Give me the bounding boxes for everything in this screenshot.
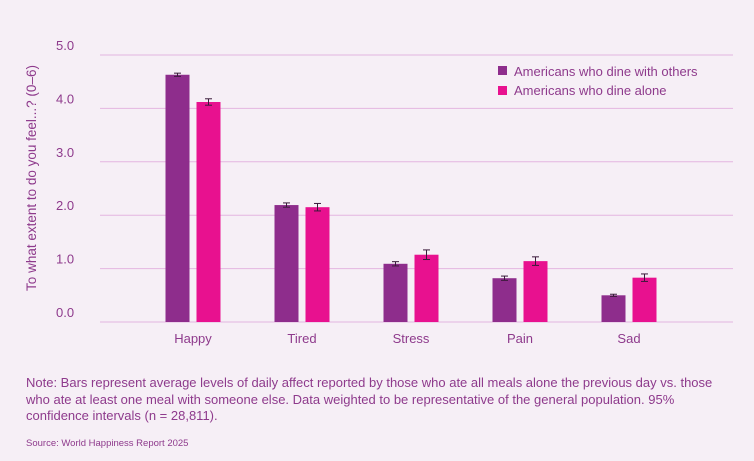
y-tick-label: 1.0 <box>56 252 74 267</box>
x-tick-label: Sad <box>617 331 640 346</box>
legend-label-with-others: Americans who dine with others <box>514 64 698 79</box>
bar-sad-with-others <box>601 295 626 322</box>
y-axis-ticks: 0.0 1.0 2.0 3.0 4.0 5.0 <box>56 38 74 320</box>
y-axis-label: To what extent to do you feel...? (0–6) <box>24 65 39 291</box>
y-tick-label: 3.0 <box>56 145 74 160</box>
legend: Americans who dine with others Americans… <box>498 64 698 98</box>
x-tick-label: Stress <box>393 331 430 346</box>
error-bar-happy-alone <box>205 98 212 106</box>
x-axis-ticks: Happy Tired Stress Pain Sad <box>174 331 640 346</box>
error-bar-stress-alone <box>423 249 430 261</box>
y-tick-label: 0.0 <box>56 305 74 320</box>
x-tick-label: Pain <box>507 331 533 346</box>
bar-stress-alone <box>414 254 439 322</box>
bar-tired-alone <box>305 207 330 322</box>
bar-stress-with-others <box>383 263 408 322</box>
bar-happy-alone <box>196 101 221 322</box>
error-bar-stress-with-others <box>392 261 399 267</box>
error-bar-pain-with-others <box>501 275 508 281</box>
y-tick-label: 2.0 <box>56 198 74 213</box>
legend-swatch-alone <box>498 86 507 95</box>
error-bar-pain-alone <box>532 256 539 266</box>
error-bar-tired-with-others <box>283 202 290 208</box>
chart-source: Source: World Happiness Report 2025 <box>26 438 189 449</box>
legend-swatch-with-others <box>498 66 507 75</box>
bar-chart: 0.0 1.0 2.0 3.0 4.0 5.0 To what extent to do … <box>24 38 733 346</box>
error-bar-happy-with-others <box>174 72 181 77</box>
y-tick-label: 4.0 <box>56 91 74 106</box>
error-bar-tired-alone <box>314 202 321 212</box>
y-tick-label: 5.0 <box>56 38 74 53</box>
bar-pain-alone <box>523 261 548 322</box>
x-tick-label: Tired <box>287 331 316 346</box>
error-bar-sad-alone <box>641 273 648 282</box>
bars <box>165 72 657 323</box>
bar-happy-with-others <box>165 74 190 323</box>
legend-label-alone: Americans who dine alone <box>514 83 666 98</box>
chart-note: Note: Bars represent average levels of d… <box>26 375 713 423</box>
bar-tired-with-others <box>274 205 299 322</box>
bar-pain-with-others <box>492 278 517 322</box>
x-tick-label: Happy <box>174 331 212 346</box>
error-bar-sad-with-others <box>610 293 617 297</box>
bar-sad-alone <box>632 277 657 322</box>
